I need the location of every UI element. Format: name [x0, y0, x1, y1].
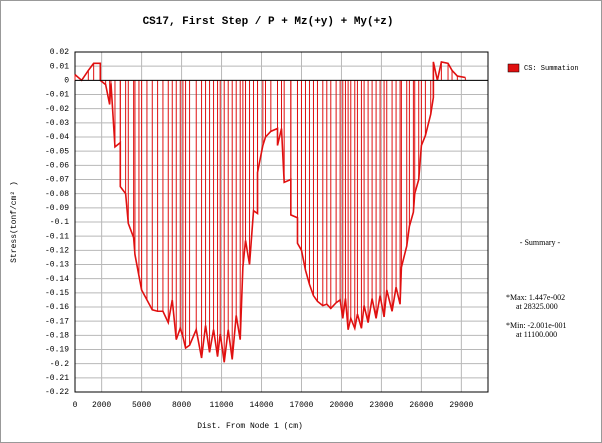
x-tick-label: 14000: [250, 401, 274, 410]
y-tick-label: -0.11: [45, 232, 69, 241]
legend-label: CS: Summation: [524, 65, 579, 73]
x-tick-label: 5000: [132, 401, 151, 410]
y-tick-label: -0.15: [45, 289, 69, 298]
y-tick-label: -0.22: [45, 388, 69, 397]
y-tick-label: -0.13: [45, 261, 69, 270]
y-tick-label: -0.14: [45, 275, 69, 284]
x-tick-label: 0: [73, 401, 78, 410]
x-tick-label: 2000: [92, 401, 111, 410]
y-tick-label: -0.01: [45, 91, 69, 100]
legend-swatch: [507, 63, 520, 73]
stress-line: [74, 60, 466, 363]
summary-title: - Summary -: [520, 238, 561, 247]
x-tick-label: 11000: [210, 401, 234, 410]
y-tick-label: 0.01: [50, 62, 69, 71]
y-tick-label: -0.04: [45, 133, 69, 142]
y-tick-label: -0.05: [45, 147, 69, 156]
x-tick-label: 26000: [409, 401, 433, 410]
x-tick-label: 29000: [449, 401, 473, 410]
y-tick-label: -0.18: [45, 331, 69, 340]
x-tick-label: 8000: [172, 401, 191, 410]
x-tick-label: 20000: [329, 401, 353, 410]
summary-min: *Min: -2.001e-001: [506, 321, 566, 330]
y-tick-label: 0: [64, 76, 69, 85]
y-tick-label: 0.02: [50, 48, 69, 57]
y-tick-label: -0.2: [50, 360, 69, 369]
summary-min-at: at 11100.000: [516, 330, 557, 339]
y-tick-label: -0.06: [45, 161, 69, 170]
plot-border: [74, 51, 489, 393]
y-tick-label: -0.09: [45, 204, 69, 213]
summary-max-at: at 28325.000: [516, 302, 558, 311]
y-tick-label: -0.07: [45, 176, 69, 185]
y-axis-label: Stress(tonf/cm² ): [10, 181, 19, 263]
x-axis-label: Dist. From Node 1 (cm): [197, 422, 303, 431]
y-tick-label: -0.12: [45, 246, 69, 255]
y-tick-label: -0.08: [45, 190, 69, 199]
x-tick-label: 23000: [369, 401, 393, 410]
summary-max: *Max: 1.447e-002: [506, 293, 565, 302]
y-tick-label: -0.19: [45, 346, 69, 355]
y-tick-label: -0.17: [45, 317, 69, 326]
x-tick-label: 17000: [289, 401, 313, 410]
y-tick-label: -0.02: [45, 105, 69, 114]
y-tick-label: -0.21: [45, 374, 69, 383]
y-tick-label: -0.16: [45, 303, 69, 312]
y-tick-label: -0.03: [45, 119, 69, 128]
y-tick-label: -0.1: [50, 218, 69, 227]
chart-title: CS17, First Step / P + Mz(+y) + My(+z): [143, 16, 394, 28]
